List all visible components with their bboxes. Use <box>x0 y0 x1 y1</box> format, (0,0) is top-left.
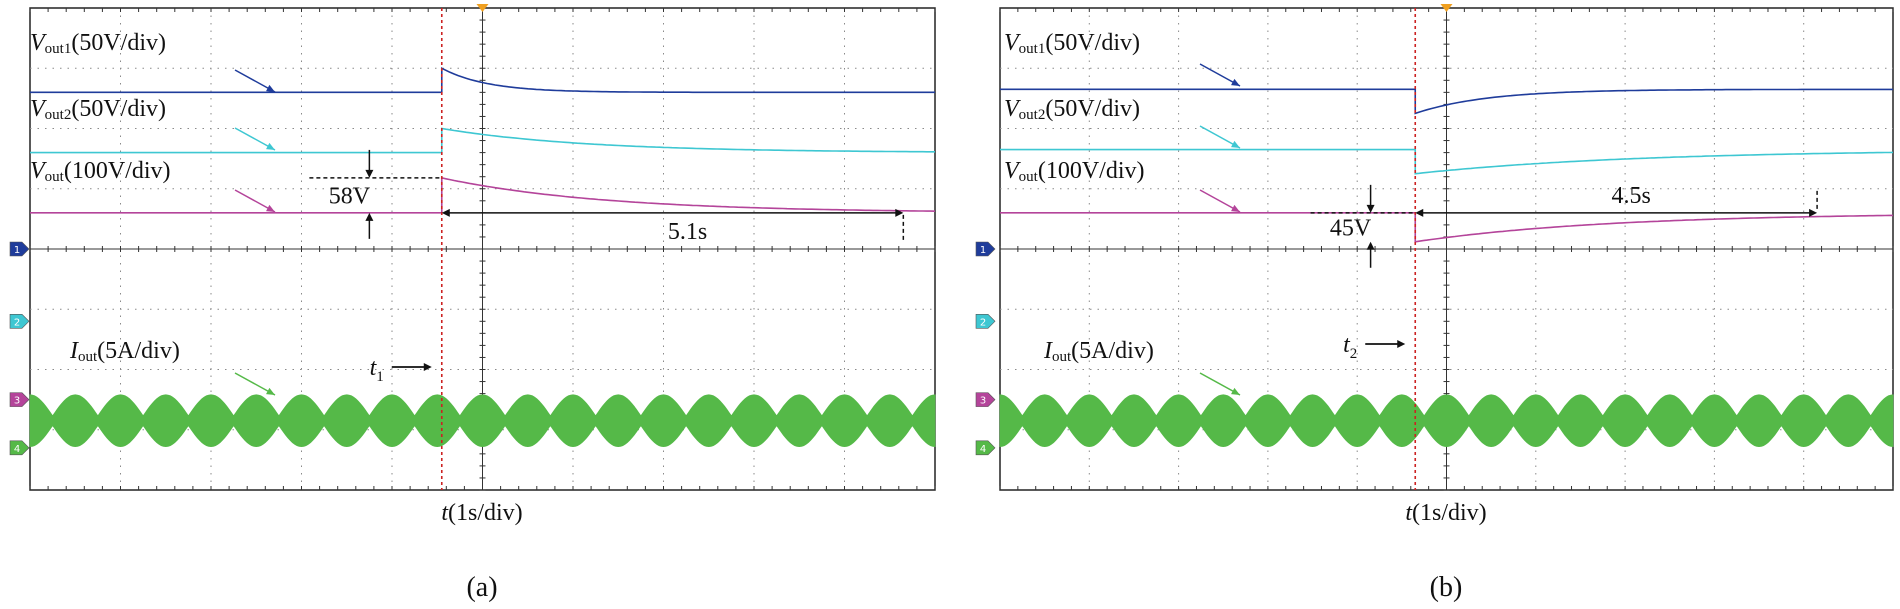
trigger-label: t2 <box>1343 332 1357 362</box>
annotations: 58V 5.1s t1 <box>309 149 905 385</box>
channel-labels: Vout1(50V/div) Vout2(50V/div) Vout(100V/di… <box>1004 30 1241 396</box>
annotations: 45V 4.5s t2 <box>1310 183 1818 362</box>
channel-marker-number: 4 <box>980 444 986 455</box>
duration-label: 5.1s <box>668 219 707 245</box>
channel-label-vout: Vout(100V/div) <box>30 158 171 185</box>
channel-markers: 1 2 3 4 <box>975 241 996 456</box>
arrow-head-icon <box>365 169 374 178</box>
delta-v-label: 58V <box>329 183 371 209</box>
channel-marker-icon <box>975 241 996 257</box>
arrow-head-icon <box>895 208 904 217</box>
channel-label-vout2: Vout2(50V/div) <box>1004 96 1140 123</box>
x-axis-label: t(1s/div) <box>441 500 522 526</box>
channel-label-vout2: Vout2(50V/div) <box>30 96 166 123</box>
trace-vout <box>30 176 936 214</box>
channel-marker-number: 4 <box>14 444 20 455</box>
arrow-head-icon <box>423 363 432 371</box>
delta-v-label: 45V <box>1330 215 1372 241</box>
trace-iout <box>999 394 1894 448</box>
waveforms <box>29 8 936 490</box>
arrow-head-icon <box>365 212 374 221</box>
channel-label-iout: Iout(5A/div) <box>69 338 180 365</box>
arrow-head-icon <box>1415 208 1424 217</box>
channel-arrow-head-icon <box>266 387 275 395</box>
trigger-marker-icon <box>476 4 489 12</box>
duration-label: 4.5s <box>1611 183 1650 209</box>
trace-vout1 <box>1000 88 1893 115</box>
trace-iout <box>29 394 936 448</box>
trace-vout2 <box>30 127 935 154</box>
arrow-head-icon <box>1366 204 1375 213</box>
channel-label-vout: Vout(100V/div) <box>1004 158 1145 185</box>
arrow-head-icon <box>1809 208 1818 217</box>
channel-arrow-head-icon <box>1231 204 1240 212</box>
trace-vout <box>1000 212 1893 243</box>
x-axis-label: t(1s/div) <box>1405 500 1486 526</box>
channel-marker-icon <box>9 314 30 329</box>
channel-arrow-head-icon <box>266 204 275 212</box>
channel-arrow-head-icon <box>266 84 275 92</box>
channel-marker-icon <box>975 314 996 329</box>
trace-vout2 <box>1000 148 1894 175</box>
channel-label-vout1: Vout1(50V/div) <box>30 30 166 57</box>
channel-marker-number: 2 <box>980 317 986 328</box>
channel-marker-icon <box>9 392 30 407</box>
arrow-head-icon <box>1397 340 1406 348</box>
channel-marker-number: 3 <box>14 396 20 407</box>
channel-marker-number: 1 <box>980 245 986 256</box>
channel-marker-number: 1 <box>14 245 20 256</box>
channel-marker-number: 2 <box>14 317 20 328</box>
channel-label-iout: Iout(5A/div) <box>1043 338 1154 365</box>
channel-marker-number: 3 <box>980 396 986 407</box>
trigger-label: t1 <box>370 355 384 385</box>
channel-arrow-head-icon <box>266 142 275 150</box>
arrow-head-icon <box>441 208 450 217</box>
panel-caption: (b) <box>1430 572 1463 603</box>
channel-marker-icon <box>9 440 30 456</box>
arrow-head-icon <box>1366 241 1375 250</box>
trace-vout1 <box>30 66 935 94</box>
channel-marker-icon <box>975 440 996 456</box>
channel-arrow-head-icon <box>1231 78 1240 86</box>
grid <box>29 4 936 491</box>
channel-markers: 1 2 3 4 <box>9 241 30 456</box>
channel-arrow-head-icon <box>1231 140 1240 148</box>
channel-marker-icon <box>9 241 30 257</box>
channel-labels: Vout1(50V/div) Vout2(50V/div) Vout(100V/di… <box>30 30 276 396</box>
channel-arrow-head-icon <box>1231 387 1240 395</box>
waveforms <box>999 8 1894 490</box>
channel-marker-icon <box>975 392 996 407</box>
panel-caption: (a) <box>466 572 497 603</box>
channel-label-vout1: Vout1(50V/div) <box>1004 30 1140 57</box>
trigger-marker-icon <box>1440 4 1453 12</box>
